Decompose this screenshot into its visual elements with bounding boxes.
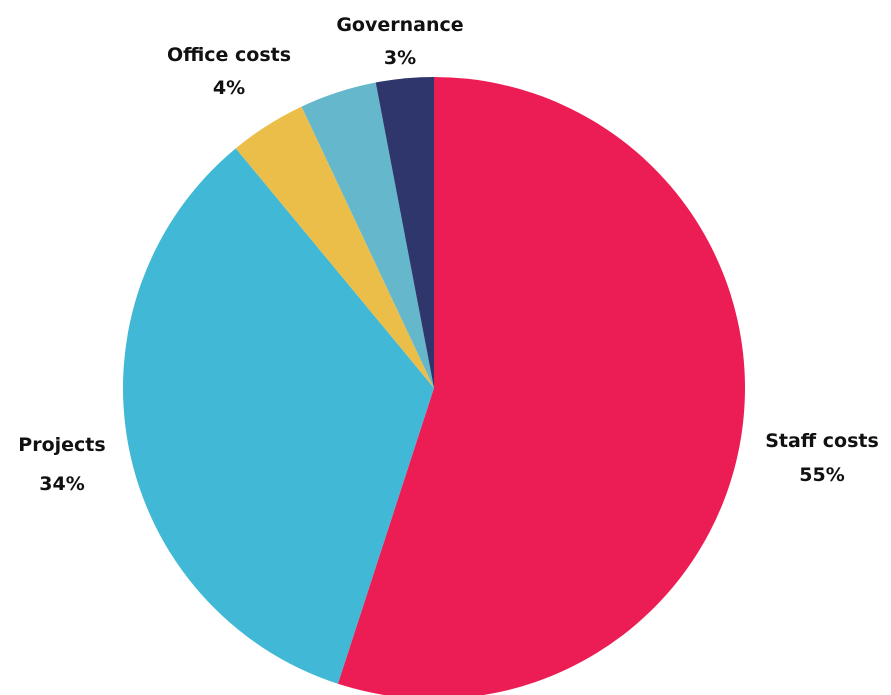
label-projects-value: 34%: [39, 473, 84, 495]
label-governance-value: 3%: [384, 47, 416, 69]
pie-slice-governance: [375, 77, 434, 388]
label-staff-costs-name: Staff costs: [765, 430, 879, 452]
label-projects-name: Projects: [18, 434, 105, 456]
pie-slice-other: [301, 82, 434, 388]
label-governance-name: Governance: [336, 14, 463, 36]
pie-slice-staff-costs: [337, 77, 745, 695]
pie-slice-office-costs: [235, 106, 434, 388]
label-office-costs-value: 4%: [213, 77, 245, 99]
pie-slice-projects: [122, 148, 435, 684]
pie-slices: [122, 77, 745, 695]
label-office-costs-name: Office costs: [167, 44, 291, 66]
label-staff-costs-value: 55%: [799, 464, 844, 486]
